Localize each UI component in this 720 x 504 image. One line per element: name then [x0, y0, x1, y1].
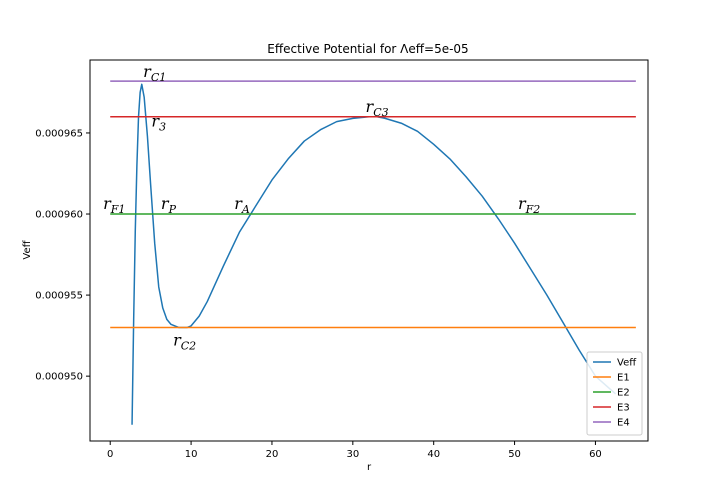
plot-frame [89, 59, 649, 442]
x-tick-label: 10 [185, 449, 198, 460]
annotation-r-c2: rC2 [173, 330, 196, 352]
x-tick-label: 0 [107, 449, 113, 460]
y-axis-label: Veff [22, 239, 33, 259]
y-tick-label: 0.000960 [35, 210, 83, 221]
legend-label-e3: E3 [617, 403, 630, 414]
annotation-r-3: r3 [151, 111, 166, 133]
annotation-layer: rC1 r3 rC3 rF1 rP rA rF2 rC2 [103, 62, 540, 352]
annotation-r-f1: rF1 [103, 194, 125, 216]
x-tick-label: 50 [508, 449, 521, 460]
legend-box [586, 351, 643, 436]
annotation-r-a: rA [234, 194, 250, 216]
chart-title: Effective Potential for Λeff=5e-05 [267, 42, 468, 56]
annotation-r-p: rP [161, 194, 177, 216]
y-tick-label: 0.000965 [35, 128, 83, 139]
annotation-r-c1: rC1 [143, 62, 166, 84]
series-layer [110, 80, 636, 425]
y-tick-label: 0.000955 [35, 291, 83, 302]
legend-label-e4: E4 [617, 418, 630, 429]
series-line-veff [131, 83, 617, 425]
x-tick-label: 30 [346, 449, 359, 460]
annotation-r-c3: rC3 [366, 97, 389, 119]
annotation-r-f2: rF2 [518, 194, 540, 216]
x-tick-label: 40 [427, 449, 440, 460]
x-axis-label: r [367, 462, 372, 473]
legend-label-veff: Veff [617, 358, 637, 369]
x-tick-label: 20 [266, 449, 279, 460]
legend-label-e1: E1 [617, 373, 630, 384]
y-tick-label: 0.000950 [35, 372, 83, 383]
x-axis: 0 10 20 30 40 50 60 [107, 441, 602, 460]
x-tick-label: 60 [589, 449, 602, 460]
legend-label-e2: E2 [617, 388, 630, 399]
y-axis: 0.000950 0.000955 0.000960 0.000965 [35, 128, 90, 383]
legend: Veff E1 E2 E3 E4 [586, 351, 643, 436]
